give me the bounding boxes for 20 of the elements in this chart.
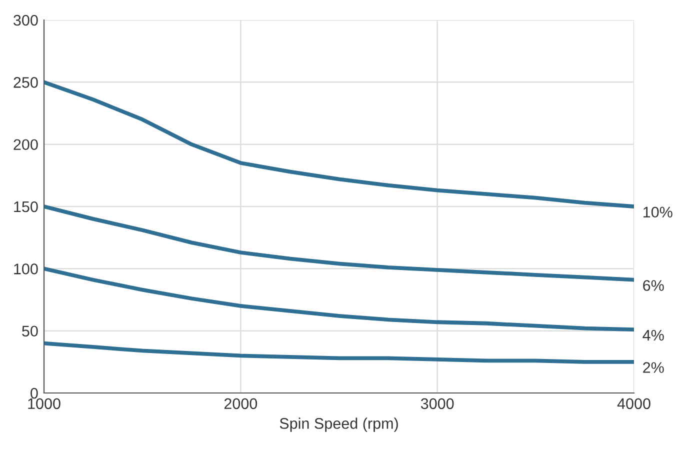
line-series xyxy=(44,204,634,282)
x-tick-label: 1000 xyxy=(28,398,60,410)
y-tick-label: 0 xyxy=(30,388,38,399)
series-label: 10% xyxy=(644,206,672,218)
x-tick-label: 3000 xyxy=(420,398,454,410)
y-tick-label: 50 xyxy=(22,326,38,337)
x-axis-title: Spin Speed (rpm) xyxy=(280,418,398,432)
y-tick-label: 100 xyxy=(14,264,38,274)
series-label: 6% xyxy=(643,280,664,291)
line-series xyxy=(44,266,634,332)
y-tick-label: 200 xyxy=(14,139,38,150)
line-series xyxy=(44,341,634,364)
series-label: 2% xyxy=(643,362,664,373)
x-tick-label: 4000 xyxy=(617,398,650,410)
line-series xyxy=(44,80,634,208)
y-tick-label: 250 xyxy=(14,77,38,88)
x-tick-label: 2000 xyxy=(224,398,258,410)
y-tick-label: 150 xyxy=(14,201,38,212)
y-tick-label: 300 xyxy=(14,14,38,26)
series-label: 4% xyxy=(642,330,664,341)
